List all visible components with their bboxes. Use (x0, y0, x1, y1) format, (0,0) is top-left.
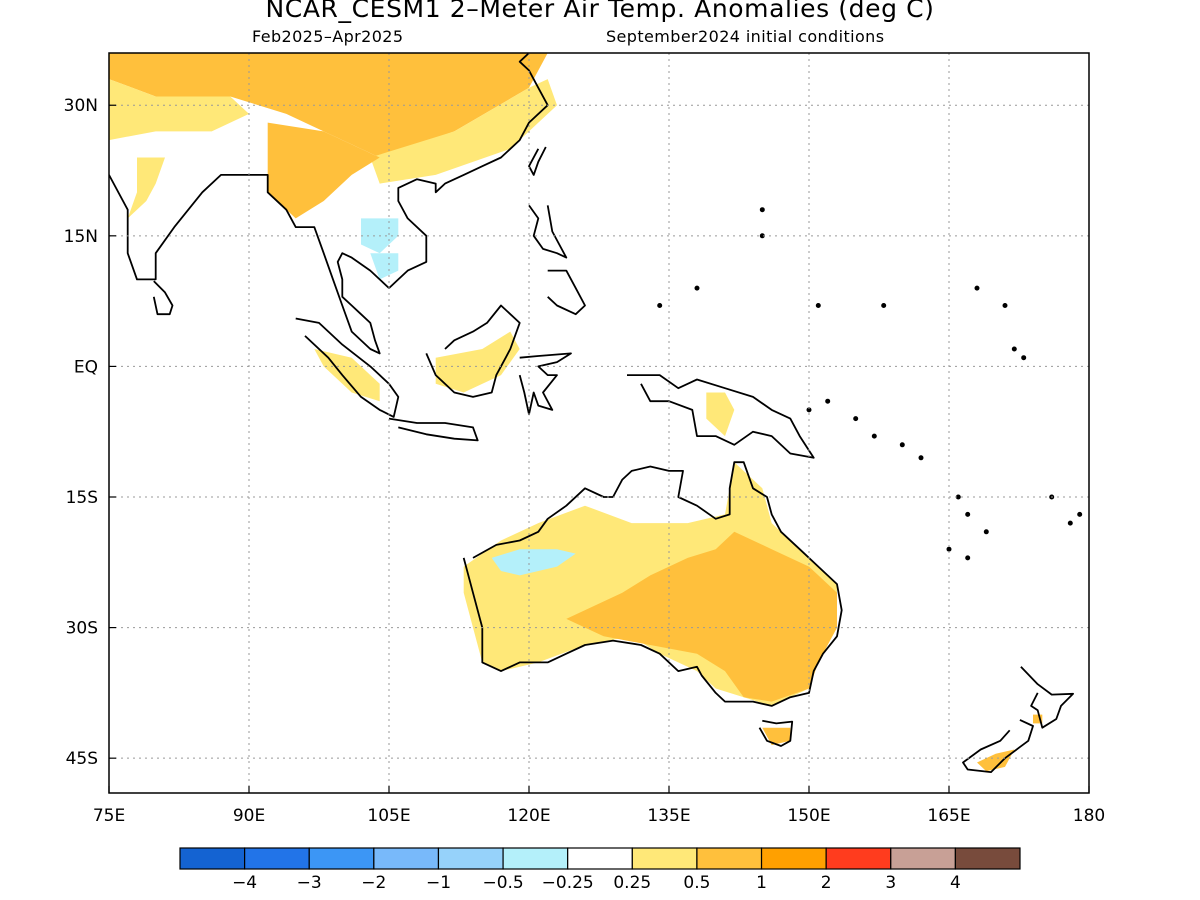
map-frame (108, 52, 1090, 794)
lon-tick-label: 150E (787, 806, 830, 826)
colorbar-label: −0.5 (482, 873, 523, 893)
anomaly-region (370, 253, 399, 280)
coastline (627, 374, 815, 459)
island (983, 529, 989, 535)
lat-tick-label: 30N (64, 96, 98, 116)
anomaly-region (566, 531, 837, 702)
coastline (295, 317, 400, 418)
anomaly-region (314, 349, 380, 402)
island (965, 511, 971, 517)
island (825, 398, 831, 404)
lat-tick-label: 15S (66, 488, 98, 508)
colorbar-label: −4 (232, 873, 257, 893)
anomaly-region (706, 392, 735, 437)
coastline (758, 719, 794, 747)
island (1077, 511, 1083, 517)
colorbar-swatch (502, 847, 569, 870)
colorbar-swatch (631, 847, 698, 870)
island (974, 285, 980, 291)
coastline (518, 352, 572, 416)
anomaly-region (977, 749, 1015, 772)
anomaly-shading-layer (109, 53, 1043, 772)
island (1002, 302, 1008, 308)
anomaly-region (435, 331, 520, 393)
lat-tick-label: 15N (64, 227, 98, 247)
island (955, 494, 961, 500)
colorbar-swatch (954, 847, 1021, 870)
lon-tick-label: 135E (647, 806, 690, 826)
colorbar-label: 0.25 (613, 873, 651, 893)
colorbar-swatch (567, 847, 633, 870)
axis-labels: 75E 90E 105E 120E 135E 150E 165E 180 30N 15N EQ 15S… (64, 96, 1106, 826)
island (1021, 355, 1027, 361)
colorbar-swatch (179, 847, 246, 870)
island (1067, 520, 1073, 526)
lon-tick-label: 120E (507, 806, 550, 826)
island (657, 302, 663, 308)
lon-tick-label: 75E (93, 806, 125, 826)
colorbar-label: 0.5 (683, 873, 710, 893)
anomaly-region (370, 79, 557, 184)
lat-tick-label: EQ (74, 357, 98, 377)
colorbar-label: −3 (297, 873, 322, 893)
coastline (1020, 666, 1074, 729)
colorbar-label: 3 (885, 873, 896, 893)
map-title: NCAR_CESM1 2–Meter Air Temp. Anomalies (… (265, 0, 935, 23)
island (694, 285, 700, 291)
lat-tick-label: 45S (66, 749, 98, 769)
colorbar-swatch (308, 847, 375, 870)
colorbar-label: −1 (426, 873, 451, 893)
island (759, 207, 765, 213)
lon-tick-label: 90E (233, 806, 265, 826)
colorbar-swatch (373, 847, 440, 870)
coastline-layer (109, 53, 1083, 773)
island (965, 555, 971, 561)
colorbar-label: 4 (950, 873, 961, 893)
anomaly-region (267, 122, 380, 219)
island (881, 302, 887, 308)
colorbar-swatch (760, 847, 827, 870)
island (918, 455, 924, 461)
island (815, 302, 821, 308)
colorbar-swatch (437, 847, 504, 870)
coastline (462, 461, 843, 707)
colorbar-swatch (825, 847, 892, 870)
colorbar-label: −0.25 (542, 873, 594, 893)
coastline (528, 204, 568, 259)
island (1011, 346, 1017, 352)
lon-tick-label: 180 (1073, 806, 1105, 826)
coastline (528, 146, 547, 176)
coastline (547, 269, 586, 316)
island (871, 433, 877, 439)
initial-conditions: September2024 initial conditions (606, 27, 885, 46)
island (853, 416, 859, 422)
island (946, 546, 952, 552)
anomaly-region (286, 57, 371, 93)
grid-lines (109, 53, 1089, 793)
lon-tick-label: 105E (367, 806, 410, 826)
anomaly-region (109, 79, 249, 141)
anomaly-region (109, 53, 548, 158)
coastline (425, 304, 521, 398)
lon-tick-label: 165E (927, 806, 970, 826)
anomaly-region (762, 727, 791, 746)
colorbar-swatch (696, 847, 763, 870)
coastline (962, 719, 1034, 773)
island (899, 442, 905, 448)
colorbar-label: 2 (821, 873, 832, 893)
coastline (152, 280, 174, 316)
anomaly-region (491, 549, 576, 576)
coastline (388, 417, 479, 442)
anomaly-region (127, 157, 165, 219)
forecast-period: Feb2025–Apr2025 (252, 27, 404, 46)
colorbar-swatch (244, 847, 310, 870)
coastline (109, 53, 549, 355)
lat-tick-label: 30S (66, 619, 98, 639)
color-legend: −4 −3 −2 −1 −0.5 −0.25 0.25 0.5 1 2 3 4 (179, 847, 1021, 893)
colorbar-label: −2 (361, 873, 386, 893)
colorbar-swatch (890, 847, 956, 870)
colorbar-label: 1 (756, 873, 767, 893)
